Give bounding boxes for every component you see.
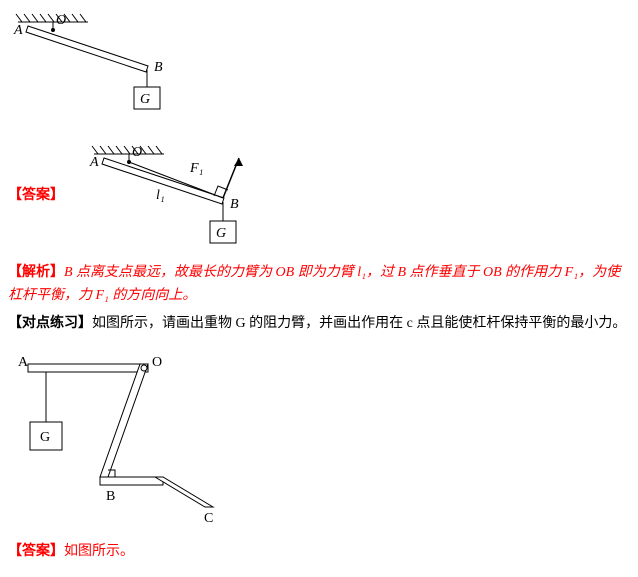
label-O3: O (152, 355, 162, 370)
label-G: G (140, 92, 150, 107)
answer2-block: 【答案】如图所示。 (8, 541, 630, 563)
lever-diagram-2: A O B G F₁ l₁ (64, 136, 264, 256)
label-B3: B (106, 489, 115, 504)
label-F1: F₁ (189, 161, 203, 176)
analysis-block: 【解析】B 点离支点最远，故最长的力臂为 OB 即为力臂 l₁，过 B 点作垂直… (8, 262, 630, 307)
label-l1: l₁ (156, 188, 165, 203)
label-O2: O (132, 145, 142, 160)
lever-diagram-1: A O B G (8, 12, 188, 122)
practice-block: 【对点练习】如图所示，请画出重物 G 的阻力臂，并画出作用在 c 点且能使杠杆保… (8, 313, 630, 335)
label-G3: G (40, 430, 50, 445)
answer-row-1: 【答案】 A O B G F₁ l₁ (8, 136, 630, 256)
analysis-text: B 点离支点最远，故最长的力臂为 OB 即为力臂 l₁，过 B 点作垂直于 OB… (8, 265, 620, 302)
bent-lever-diagram: A O B C G (8, 342, 248, 527)
figure-1: A O B G (8, 12, 630, 130)
label-G2: G (216, 226, 226, 241)
analysis-label: 【解析】 (8, 265, 64, 280)
label-B: B (154, 60, 163, 75)
practice-text: 如图所示，请画出重物 G 的阻力臂，并画出作用在 c 点且能使杠杆保持平衡的最小… (92, 316, 626, 331)
label-O: O (56, 13, 66, 28)
figure-3: A O B C G (8, 342, 630, 535)
label-A2: A (89, 155, 99, 170)
label-A: A (13, 23, 23, 38)
label-A3: A (18, 355, 29, 370)
answer2-text: 如图所示。 (64, 544, 134, 559)
label-B2: B (230, 197, 239, 212)
practice-label: 【对点练习】 (8, 316, 92, 331)
label-C3: C (204, 511, 213, 526)
answer-label: 【答案】 (8, 185, 64, 207)
answer2-label: 【答案】 (8, 544, 64, 559)
